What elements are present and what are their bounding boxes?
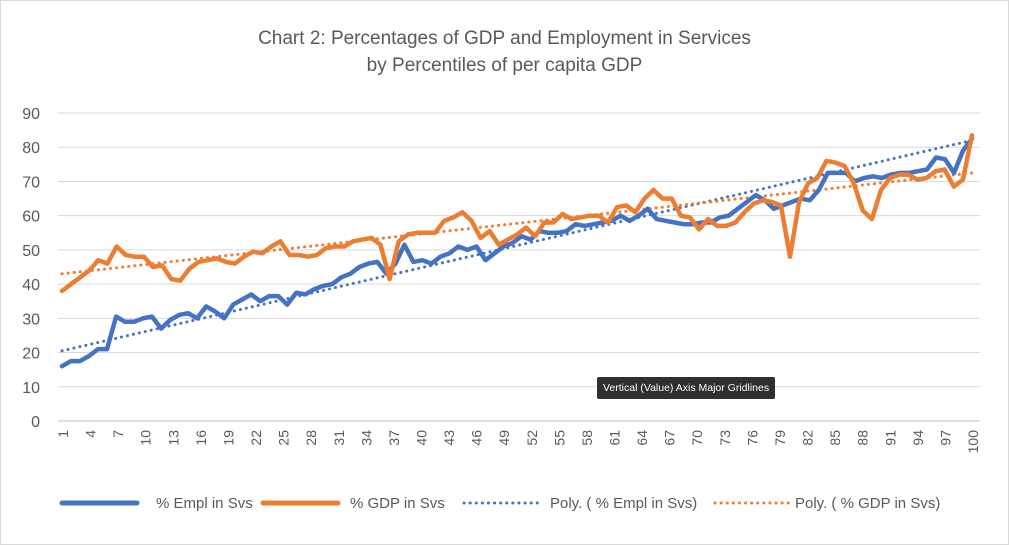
x-tick-label: 79 [772, 430, 788, 446]
y-tick-label: 80 [22, 140, 40, 157]
legend-label-3: Poly. ( % GDP in Svs) [795, 495, 940, 512]
x-tick-label: 7 [110, 430, 126, 438]
gridlines-tooltip: Vertical (Value) Axis Major Gridlines [597, 377, 776, 399]
x-tick-label: 13 [165, 430, 181, 446]
chart-subtitle: by Percentiles of per capita GDP [366, 55, 643, 76]
y-tick-label: 40 [22, 277, 40, 294]
series-line-0 [59, 136, 975, 369]
x-tick-label: 28 [303, 430, 319, 446]
y-tick-label: 60 [22, 209, 40, 226]
x-tick-label: 16 [193, 430, 209, 446]
x-tick-label: 70 [689, 430, 705, 446]
x-tick-label: 73 [717, 430, 733, 446]
x-tick-label: 94 [910, 430, 926, 446]
x-tick-label: 40 [413, 430, 429, 446]
legend-label-0: % Empl in Svs [156, 495, 253, 512]
x-tick-label: 55 [551, 430, 567, 446]
x-tick-label: 22 [248, 430, 264, 446]
x-tick-label: 34 [358, 430, 374, 446]
x-tick-label: 67 [662, 430, 678, 446]
x-tick-label: 31 [331, 430, 347, 446]
x-tick-label: 19 [220, 430, 236, 446]
x-tick-label: 46 [469, 430, 485, 446]
y-tick-label: 20 [22, 346, 40, 363]
x-tick-label: 1 [55, 430, 71, 438]
x-tick-label: 100 [965, 430, 981, 454]
y-tick-label: 90 [22, 106, 40, 123]
x-tick-label: 58 [579, 430, 595, 446]
y-tick-label: 0 [31, 414, 40, 431]
x-tick-label: 4 [83, 430, 99, 438]
series-line-3 [60, 171, 974, 276]
y-tick-label: 30 [22, 311, 40, 328]
x-tick-label: 43 [441, 430, 457, 446]
x-tick-label: 25 [276, 430, 292, 446]
x-tick-label: 64 [634, 430, 650, 446]
x-tick-label: 97 [937, 430, 953, 446]
legend-label-2: Poly. ( % Empl in Svs) [550, 495, 697, 512]
y-tick-label: 10 [22, 380, 40, 397]
y-tick-label: 50 [22, 243, 40, 260]
chart-title: Chart 2: Percentages of GDP and Employme… [258, 28, 751, 49]
x-tick-label: 88 [855, 430, 871, 446]
x-tick-label: 85 [827, 430, 843, 446]
x-tick-label: 82 [800, 430, 816, 446]
x-tick-label: 61 [607, 430, 623, 446]
x-tick-label: 49 [496, 430, 512, 446]
x-tick-label: 91 [882, 430, 898, 446]
x-tick-label: 37 [386, 430, 402, 446]
x-tick-label: 76 [744, 430, 760, 446]
legend-label-1: % GDP in Svs [350, 495, 445, 512]
x-tick-label: 52 [524, 430, 540, 446]
y-tick-label: 70 [22, 174, 40, 191]
series-line-1 [59, 132, 975, 294]
x-tick-label: 10 [138, 430, 154, 446]
